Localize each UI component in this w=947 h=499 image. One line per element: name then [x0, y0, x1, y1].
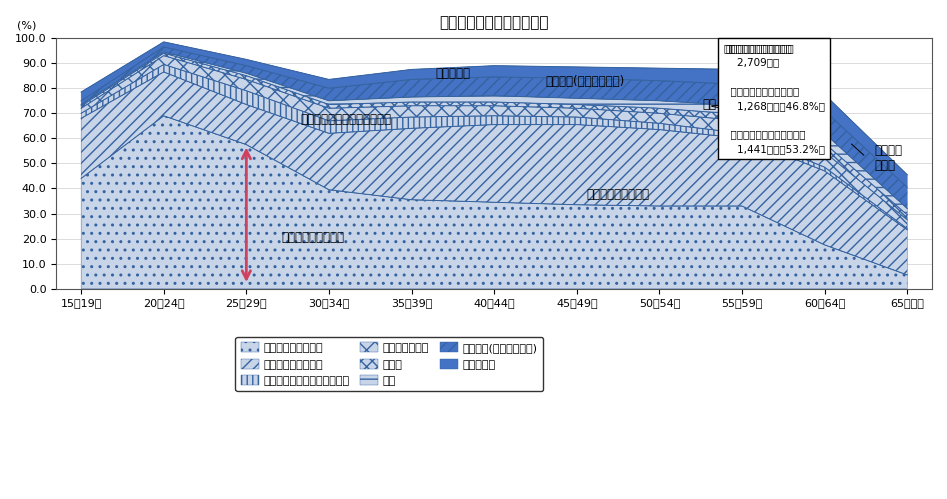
Title: 女性の年齢階級別就業形態: 女性の年齢階級別就業形態	[439, 15, 549, 30]
Text: その他: その他	[773, 114, 794, 127]
Legend: 正規の職員・従業員, パート・アルバイト, 労働者派遣事業所の派遣社員, 契約社員・嘘託, その他, 役員, 自営業主(内職者を含む), 家族従業者: 正規の職員・従業員, パート・アルバイト, 労働者派遣事業所の派遣社員, 契約社…	[236, 337, 543, 391]
Text: 契約社員
・嘱託: 契約社員 ・嘱託	[874, 144, 902, 172]
Text: (%): (%)	[17, 20, 36, 30]
Text: 正規の職員・従業員: 正規の職員・従業員	[281, 231, 344, 244]
Text: 女性の役員を除く雇用者
    2,709万人

  うち正規の職員・従業員
    1,268万人（46.8%）

  うち非正規の職員・従業員
    1,: 女性の役員を除く雇用者 2,709万人 うち正規の職員・従業員 1,268万人（…	[724, 43, 825, 154]
Text: パート・アルバイト: パート・アルバイト	[586, 188, 650, 201]
Text: 女性の役員を除く雇用者: 女性の役員を除く雇用者	[725, 43, 795, 53]
Text: 自営業主(内職者を含む): 自営業主(内職者を含む)	[545, 75, 625, 88]
Text: 労働者派遣事業所の派遣職員: 労働者派遣事業所の派遣職員	[300, 113, 391, 126]
Text: 役員: 役員	[702, 98, 716, 111]
Text: 家族従業者: 家族従業者	[436, 67, 471, 80]
